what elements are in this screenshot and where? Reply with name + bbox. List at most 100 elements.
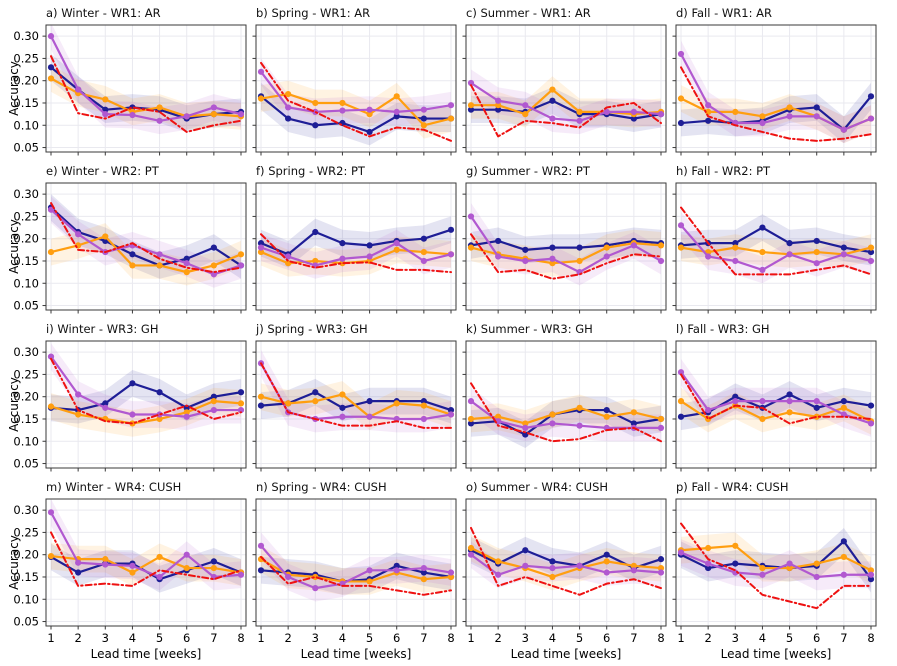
orange-series-markers	[467, 404, 665, 427]
axis-ticks	[42, 35, 242, 156]
gridlines	[676, 25, 876, 152]
navy-series-line	[49, 206, 243, 267]
plot-border	[255, 498, 457, 627]
y-tick-label: 0.30	[13, 503, 39, 517]
x-tick-label: 6	[393, 631, 400, 645]
orange-confidence-band	[261, 545, 451, 595]
orange-series-line	[469, 406, 663, 425]
orange-series-line	[259, 92, 453, 127]
y-axis-label: Accuracy	[7, 377, 21, 432]
x-tick-label: 3	[732, 631, 739, 645]
series-layer	[467, 382, 665, 448]
panel-title-m: m) Winter - WR4: CUSH	[46, 480, 182, 494]
navy-confidence-band	[51, 543, 241, 593]
panel-chart-c	[462, 24, 667, 156]
plot-border	[465, 340, 667, 469]
panel-chart-n: 1 2 3 4 5 6 7 8 Lead time [weeks]	[252, 498, 457, 661]
orange-series-markers	[47, 233, 245, 276]
panel-e: e) Winter - WR2: PT 0.05 0.10 0.15 0.20 0.25 0…	[6, 164, 250, 317]
red-series-line	[260, 61, 452, 142]
navy-series-line	[679, 95, 873, 131]
x-tick-label: 6	[603, 631, 610, 645]
series-layer	[677, 522, 875, 610]
red-series-line	[470, 382, 662, 443]
panel-a: a) Winter - WR1: AR 0.05 0.10 0.15 0.20 0.25 0…	[6, 6, 250, 159]
y-tick-label: 0.30	[13, 29, 39, 43]
purple-series-markers	[47, 33, 245, 124]
plot-border	[465, 498, 667, 627]
y-tick-label: 0.10	[13, 118, 39, 132]
x-tick-label: 3	[312, 631, 319, 645]
y-tick-label: 0.05	[13, 615, 39, 629]
purple-confidence-band	[261, 349, 451, 433]
gridlines	[256, 183, 456, 310]
panel-chart-p: 1 2 3 4 5 6 7 8 Lead time [weeks]	[672, 498, 877, 661]
purple-series-line	[259, 242, 453, 267]
purple-series-markers	[467, 79, 665, 124]
series-layer	[257, 349, 455, 433]
purple-series-line	[679, 371, 873, 425]
x-tick-label: 3	[102, 631, 109, 645]
panel-chart-a: 0.05 0.10 0.15 0.20 0.25 0.30 Accuracy	[7, 24, 247, 156]
orange-series-line	[49, 554, 243, 574]
plot-border	[45, 498, 247, 627]
red-series-line	[470, 526, 662, 596]
gridlines	[46, 25, 246, 152]
red-series-line	[470, 84, 662, 138]
series-layer	[677, 40, 875, 144]
x-tick-label: 5	[156, 631, 163, 645]
purple-series-line	[679, 551, 873, 579]
gridlines	[46, 499, 246, 626]
panel-title-a: a) Winter - WR1: AR	[46, 6, 161, 20]
panel-h: h) Fall - WR2: PT	[670, 164, 880, 317]
purple-confidence-band	[471, 203, 661, 286]
plot-border	[255, 182, 457, 311]
navy-series-line	[679, 226, 873, 254]
x-axis-label: Lead time [weeks]	[511, 647, 622, 661]
purple-series-line	[49, 35, 243, 122]
navy-series-line	[259, 564, 453, 583]
orange-series-line	[49, 400, 243, 425]
purple-series-line	[259, 544, 453, 590]
navy-confidence-band	[681, 381, 871, 431]
gridlines	[256, 25, 456, 152]
y-tick-label: 0.05	[13, 141, 39, 155]
gridlines	[466, 341, 666, 468]
red-series-line	[50, 357, 242, 425]
orange-series-line	[469, 88, 663, 116]
panel-title-b: b) Spring - WR1: AR	[256, 6, 371, 20]
navy-series-markers	[677, 224, 875, 256]
series-layer	[677, 206, 875, 284]
x-tick-label: 5	[366, 631, 373, 645]
x-tick-label: 7	[420, 631, 427, 645]
gridlines	[676, 499, 876, 626]
series-layer	[47, 194, 245, 288]
x-tick-label: 3	[522, 631, 529, 645]
y-axis-label: Accuracy	[7, 61, 21, 116]
panel-title-h: h) Fall - WR2: PT	[676, 164, 771, 178]
series-layer	[467, 203, 665, 286]
y-tick-label: 0.25	[13, 367, 39, 381]
series-layer	[467, 526, 665, 596]
y-tick-label: 0.10	[13, 592, 39, 606]
plot-border	[675, 182, 877, 311]
navy-confidence-band	[261, 378, 451, 424]
y-tick-label: 0.10	[13, 276, 39, 290]
panel-grid: a) Winter - WR1: AR 0.05 0.10 0.15 0.20 0.25 0…	[6, 6, 895, 666]
panel-f: f) Spring - WR2: PT	[250, 164, 460, 317]
x-tick-label: 6	[813, 631, 820, 645]
panel-c: c) Summer - WR1: AR	[460, 6, 670, 159]
navy-confidence-band	[51, 194, 241, 279]
panel-k: k) Summer - WR3: GH	[460, 322, 670, 475]
axis-ticks	[42, 509, 242, 630]
panel-title-k: k) Summer - WR3: GH	[466, 322, 593, 336]
x-tick-label: 7	[840, 631, 847, 645]
orange-series-line	[679, 246, 873, 256]
navy-confidence-band	[471, 87, 661, 132]
red-series-line	[50, 55, 242, 133]
panel-title-j: j) Spring - WR3: GH	[256, 322, 368, 336]
gridlines	[676, 341, 876, 468]
gridlines	[46, 183, 246, 310]
red-series-line	[680, 373, 872, 425]
panel-title-n: n) Spring - WR4: CUSH	[256, 480, 387, 494]
